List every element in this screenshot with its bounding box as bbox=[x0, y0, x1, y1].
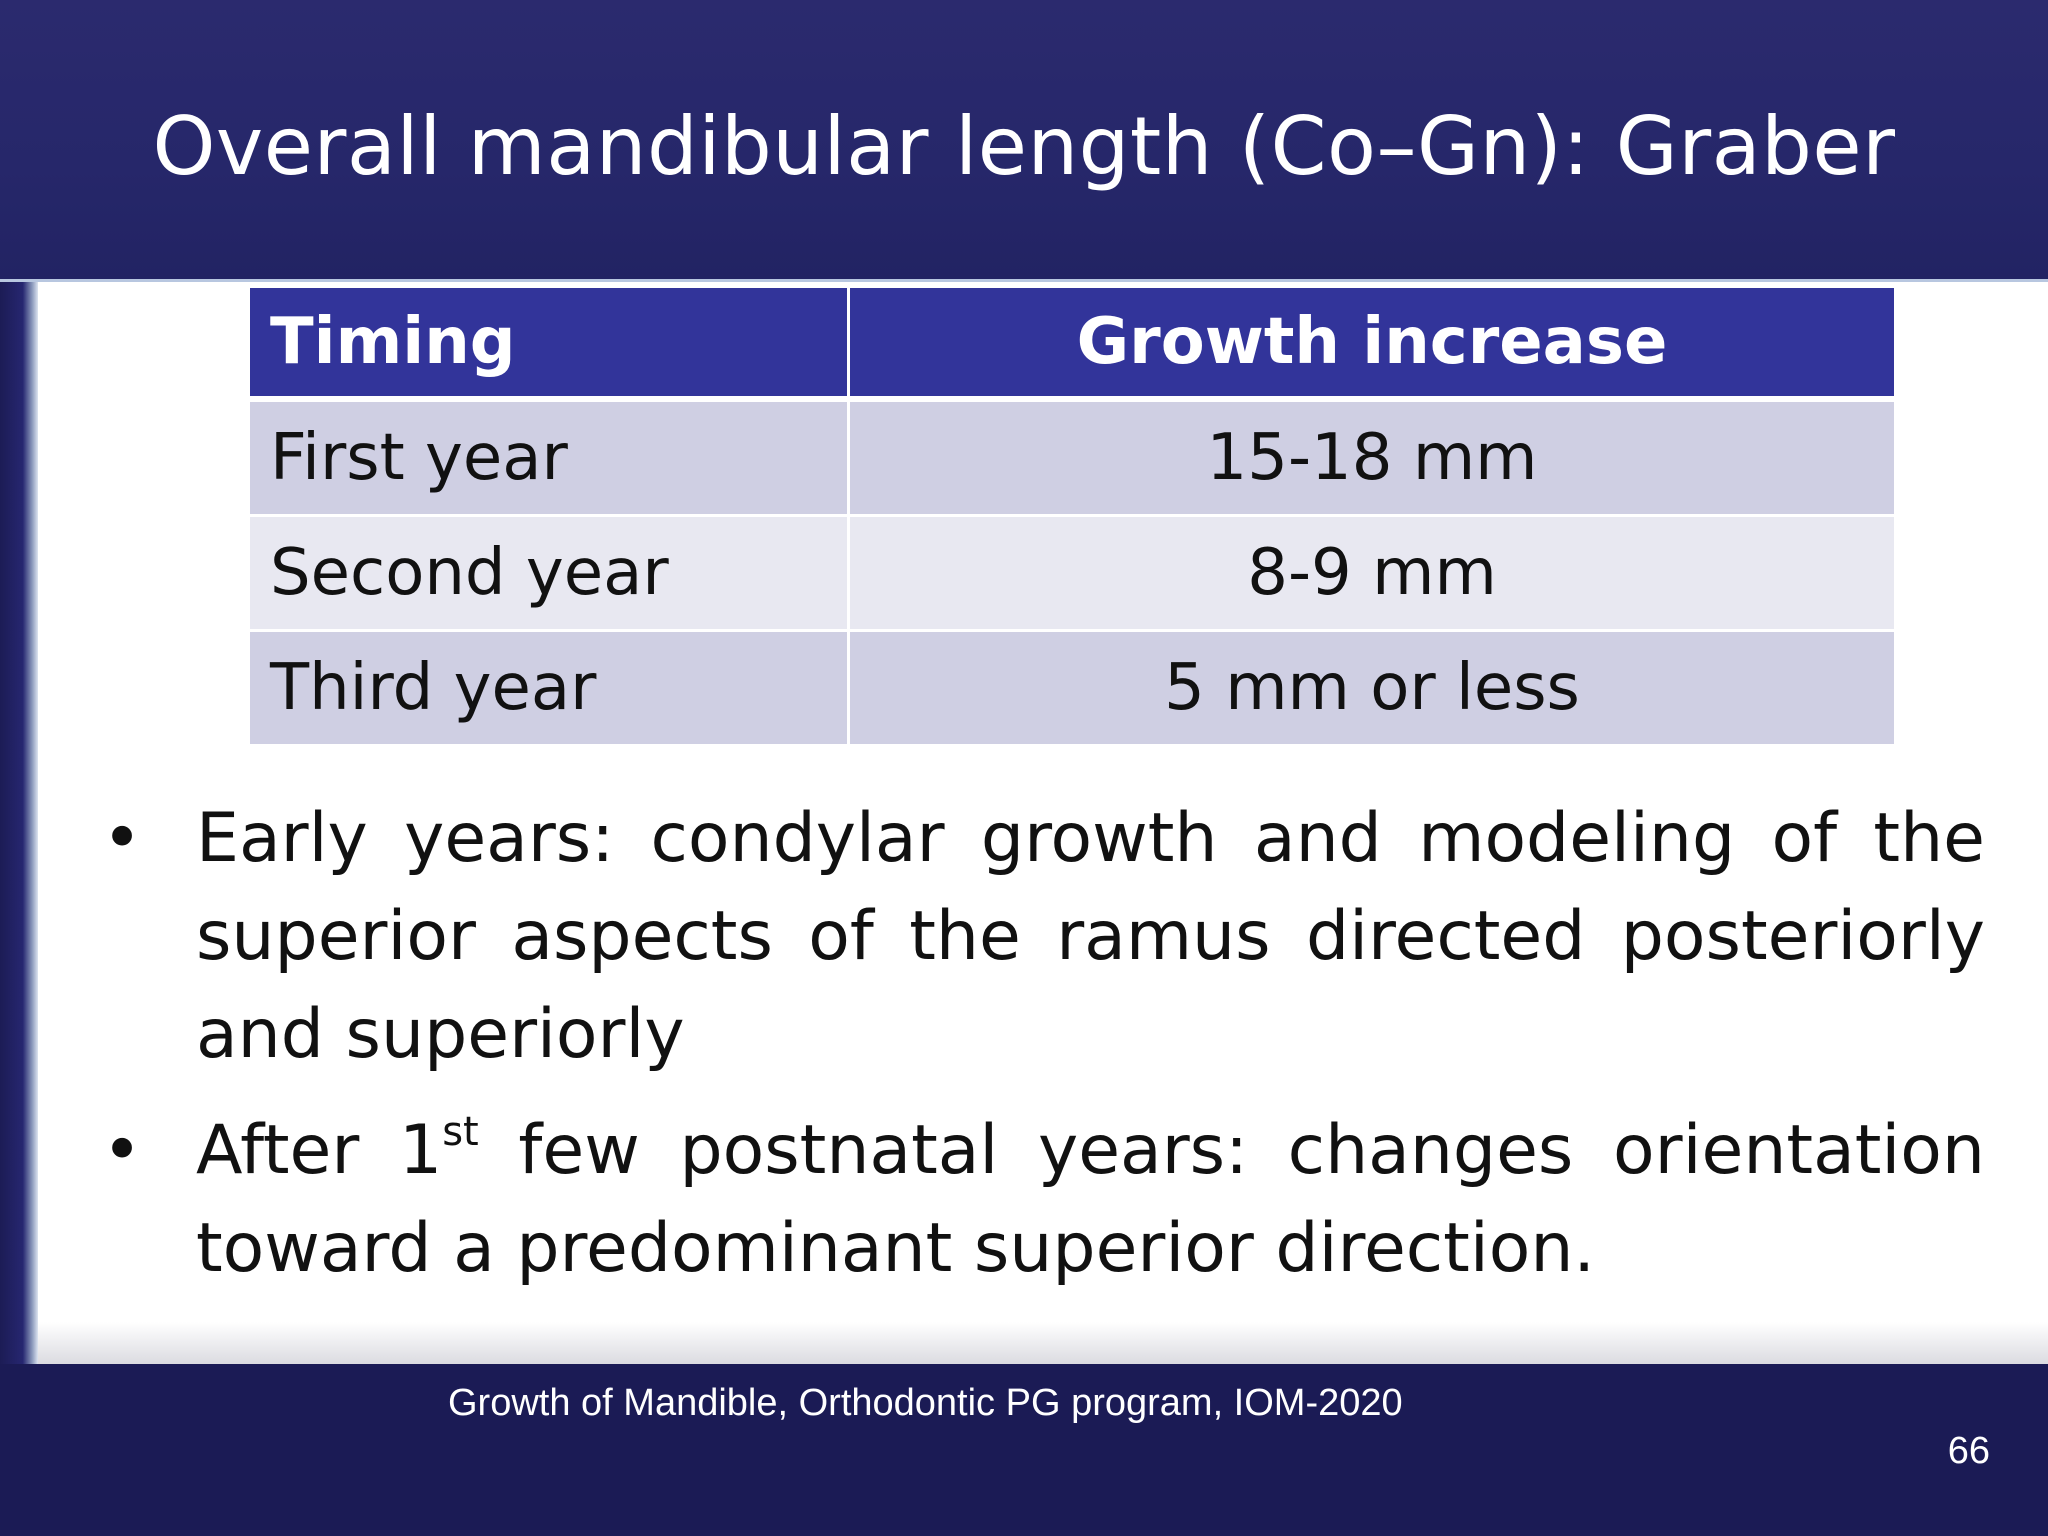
cell-growth: 15-18 mm bbox=[850, 402, 1894, 517]
header-timing: Timing bbox=[250, 288, 850, 402]
bullet-list: • Early years: condylar growth and model… bbox=[90, 790, 1985, 1316]
title-bar: Overall mandibular length (Co–Gn): Grabe… bbox=[0, 0, 2048, 282]
footer-bar bbox=[0, 1364, 2048, 1536]
header-growth-increase: Growth increase bbox=[850, 288, 1894, 402]
cell-timing: Second year bbox=[250, 517, 850, 632]
cell-timing: First year bbox=[250, 402, 850, 517]
bullet-superscript: st bbox=[442, 1109, 479, 1155]
bullet-text-end: few postnatal years: changes orientation… bbox=[196, 1111, 1985, 1288]
slide-title: Overall mandibular length (Co–Gn): Grabe… bbox=[152, 100, 1896, 193]
table-header-row: Timing Growth increase bbox=[250, 288, 1894, 402]
growth-table: Timing Growth increase First year 15-18 … bbox=[250, 288, 1894, 747]
table-row: Second year 8-9 mm bbox=[250, 517, 1894, 632]
bullet-dot-icon: • bbox=[102, 1111, 143, 1190]
left-accent-stripe bbox=[0, 282, 38, 1364]
table-row: First year 15-18 mm bbox=[250, 402, 1894, 517]
footer-caption: Growth of Mandible, Orthodontic PG progr… bbox=[448, 1382, 1403, 1424]
bullet-text: Early years: condylar growth and modelin… bbox=[196, 799, 1985, 1074]
bullet-dot-icon: • bbox=[102, 799, 143, 878]
bullet-text-start: After 1 bbox=[196, 1111, 443, 1190]
table-row: Third year 5 mm or less bbox=[250, 632, 1894, 747]
bullet-item: • Early years: condylar growth and model… bbox=[90, 790, 1985, 1084]
cell-timing: Third year bbox=[250, 632, 850, 747]
bullet-item: • After 1st few postnatal years: changes… bbox=[90, 1102, 1985, 1298]
cell-growth: 8-9 mm bbox=[850, 517, 1894, 632]
page-number: 66 bbox=[1947, 1430, 1990, 1472]
footer-shadow bbox=[38, 1322, 2048, 1364]
cell-growth: 5 mm or less bbox=[850, 632, 1894, 747]
